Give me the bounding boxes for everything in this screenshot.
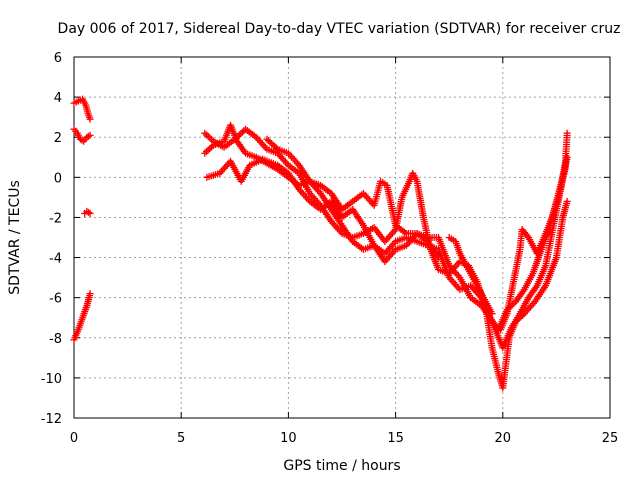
x-tick-label: 15 bbox=[387, 431, 404, 446]
x-tick-label: 0 bbox=[70, 431, 78, 446]
series-track-1b bbox=[70, 125, 94, 145]
x-tick-label: 25 bbox=[602, 431, 619, 446]
y-tick-label: -12 bbox=[41, 412, 62, 427]
y-tick-label: 4 bbox=[54, 91, 62, 106]
data-point bbox=[434, 254, 442, 262]
y-tick-label: 6 bbox=[54, 51, 62, 66]
y-tick-label: -6 bbox=[49, 292, 62, 307]
series-track-1d bbox=[70, 290, 94, 344]
series-track-5 bbox=[263, 135, 442, 262]
data-point bbox=[78, 136, 86, 144]
data-point bbox=[488, 310, 496, 318]
series-track-7 bbox=[497, 129, 571, 334]
data-series bbox=[70, 95, 571, 392]
y-tick-label: 2 bbox=[54, 131, 62, 146]
series-track-2 bbox=[201, 125, 571, 392]
y-axis-label: SDTVAR / TECUs bbox=[7, 180, 23, 295]
data-point bbox=[563, 197, 571, 205]
data-point bbox=[204, 132, 212, 140]
x-tick-label: 10 bbox=[280, 431, 297, 446]
series-track-6 bbox=[445, 234, 496, 318]
data-point bbox=[206, 134, 214, 142]
series-track-1c bbox=[81, 207, 94, 217]
plot-frame bbox=[73, 56, 611, 419]
data-point bbox=[86, 131, 94, 139]
x-axis-label: GPS time / hours bbox=[283, 458, 400, 474]
data-point bbox=[563, 153, 571, 161]
data-point bbox=[86, 209, 94, 217]
data-point bbox=[201, 129, 209, 137]
data-point bbox=[523, 232, 531, 240]
chart-title: Day 006 of 2017, Sidereal Day-to-day VTE… bbox=[58, 21, 621, 37]
y-tick-label: -8 bbox=[49, 332, 62, 347]
data-point bbox=[272, 144, 280, 152]
data-point bbox=[202, 148, 210, 156]
y-tick-label: -10 bbox=[41, 372, 62, 387]
x-tick-label: 20 bbox=[495, 431, 512, 446]
y-tick-label: 0 bbox=[54, 171, 62, 186]
y-tick-label: -2 bbox=[49, 211, 62, 226]
data-point bbox=[201, 149, 209, 157]
data-point bbox=[204, 146, 212, 154]
data-point bbox=[563, 129, 571, 137]
series-track-1a bbox=[70, 95, 94, 123]
x-tick-label: 5 bbox=[177, 431, 185, 446]
data-point bbox=[206, 144, 214, 152]
y-tick-label: -4 bbox=[49, 252, 62, 267]
data-point bbox=[84, 208, 92, 216]
data-point bbox=[86, 115, 94, 123]
data-point bbox=[86, 290, 94, 298]
ticks: 0 5 10 15 20 25 -12 -10 -8 -6 -4 -2 0 2 4 6 bbox=[41, 51, 619, 446]
data-point bbox=[84, 132, 92, 140]
